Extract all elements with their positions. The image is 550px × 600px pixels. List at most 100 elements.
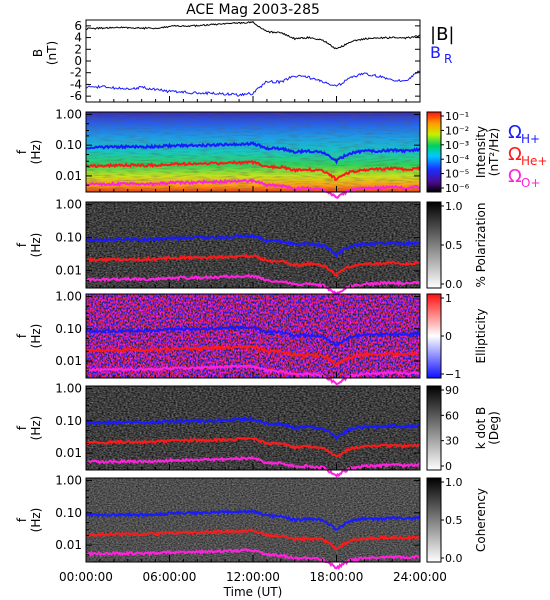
polarization-colorbar-label: % Polarization [474,203,488,288]
gyrofrequency-he-plus-line [85,528,421,551]
kdotb-colorbar-label: k dot B [474,407,488,449]
y-tick-label: 4 [74,31,82,45]
legend-omega-symbol: Ω [508,166,522,187]
series-b-magnitude-line [85,20,421,50]
colorbar-tick-label: 10⁻⁵ [445,168,469,181]
legend-b-magnitude: |B| [430,24,454,45]
y-tick-label: 1.00 [55,198,82,212]
panel-intensity: 1.00 0.10 0.01 f (Hz) 10⁻¹10⁻² 10⁻³10⁻⁴ 10⁻⁵10⁻… [15,107,547,200]
f-ylabel-unit: (Hz) [29,508,43,533]
b-field-legend: |B|B R [430,24,454,66]
colorbar-tick-label: 0.5 [445,239,463,252]
x-tick-label: 06:00:00 [143,570,197,584]
y-tick-label: -6 [70,89,82,103]
intensity-colorbar-unit: (nT²/Hz) [487,128,501,176]
panel-kdotb: 1.00 0.10 0.01 f (Hz) 90 60 30 0 k dot B (Deg) [15,382,501,478]
y-tick-label: 1.00 [55,474,82,488]
y-tick-label: 0.10 [55,231,82,245]
ellipticity-colorbar-label: Ellipticity [474,309,488,364]
gyrofrequency-o-plus-line [85,547,421,571]
y-tick-label: 0.01 [55,169,82,183]
series-b-r-line [85,70,421,97]
colorbar-tick-label: 1.0 [445,200,463,213]
intensity-colorbar-label: Intensity [474,126,488,178]
y-tick-label: 0.10 [55,138,82,152]
x-axis-label: Time (UT) [223,585,283,599]
gyrofrequency-legend: Ω H+Ω He+Ω O+ [508,122,547,190]
colorbar-tick-label: 0 [445,460,452,473]
y-tick-label: 6 [74,19,82,33]
f-ylabel: f [15,333,29,338]
gyrofrequency-h-plus-line [85,325,421,348]
colorbar-tick-label: 10⁻¹ [445,110,469,123]
ellipticity-texture [86,294,420,378]
coherency-texture [86,478,420,562]
gyrofrequency-h-plus-line [85,233,421,259]
legend-omega-subscript: He+ [521,154,547,168]
colorbar-tick-label: 0.0 [445,552,463,565]
y-tick-label: 0.10 [55,506,82,520]
y-tick-label: -4 [70,77,82,91]
panel-polarization: 1.00 0.10 0.01 f (Hz) 1.0 0.5 0.0 % Polarization [15,198,488,298]
colorbar-tick-label: 10⁻³ [445,139,469,152]
gyrofrequency-he-plus-line [85,344,421,367]
gyrofrequency-o-plus-line [85,455,421,478]
y-tick-label: -2 [70,66,82,80]
kdotb-texture [86,386,420,470]
panel-coherency: 1.00 0.10 0.01 f (Hz) 1.0 0.5 0.0 Coherency 00:00… [15,474,488,584]
gyrofrequency-o-plus-line [85,178,421,200]
x-tick-label: 18:00:00 [310,570,364,584]
colorbar-tick-label: 0.5 [445,514,463,527]
colorbar-tick-label: 10⁻² [445,124,469,137]
kdotb-colorbar [426,385,442,471]
colorbar-tick-label: 1.0 [445,476,463,489]
y-tick-label: 0.01 [55,264,82,278]
f-ylabel-unit: (Hz) [29,140,43,165]
colorbar-tick-label: 10⁻⁴ [445,153,470,166]
f-ylabel-unit: (Hz) [29,324,43,349]
y-tick-label: 1.00 [55,382,82,396]
colorbar-tick-label: −1 [445,368,461,381]
kdotb-colorbar-unit: (Deg) [487,411,501,445]
f-ylabel: f [15,242,29,247]
y-tick-label: 0 [74,54,82,68]
gyrofrequency-he-plus-line [85,253,421,278]
gyrofrequency-h-plus-line [85,415,421,441]
legend-omega-subscript: H+ [521,132,540,146]
f-ylabel: f [15,149,29,154]
legend-b-r: B [430,43,441,62]
figure-title: ACE Mag 2003-285 [186,2,320,18]
y-tick-label: 1.00 [55,107,82,121]
f-ylabel-unit: (Hz) [29,233,43,258]
gyrofrequency-h-plus-line [85,508,421,531]
colorbar-tick-label: 60 [445,409,459,422]
gyrofrequency-he-plus-line [85,436,421,458]
gyrofrequency-h-plus-line [85,141,421,165]
legend-omega-symbol: Ω [508,122,522,143]
legend-b-r-subscript: R [444,52,452,66]
y-tick-label: 2 [74,42,82,56]
intensity-colorbar [426,111,442,193]
panel-ellipticity: 1.00 0.10 0.01 f (Hz) 1 0 −1 Ellipticity [15,290,488,386]
legend-omega-symbol: Ω [508,144,522,165]
coherency-colorbar-label: Coherency [474,488,488,552]
y-tick-label: 0.10 [55,414,82,428]
f-ylabel-unit: (Hz) [29,416,43,441]
polarization-colorbar [426,201,442,289]
b-ylabel: B [31,49,45,57]
x-tick-label: 12:00:00 [226,570,280,584]
f-ylabel: f [15,425,29,430]
b-ylabel-unit: (nT) [45,41,59,65]
y-tick-label: 0.01 [55,354,82,368]
colorbar-tick-label: 0.0 [445,278,463,291]
coherency-colorbar [426,477,442,563]
ellipticity-colorbar [426,293,442,379]
x-tick-label: 00:00:00 [59,570,113,584]
x-tick-label: 24:00:00 [393,570,447,584]
y-tick-label: 1.00 [55,290,82,304]
colorbar-tick-label: 30 [445,435,459,448]
gyrofrequency-he-plus-line [85,160,421,182]
y-tick-label: 0.10 [55,322,82,336]
